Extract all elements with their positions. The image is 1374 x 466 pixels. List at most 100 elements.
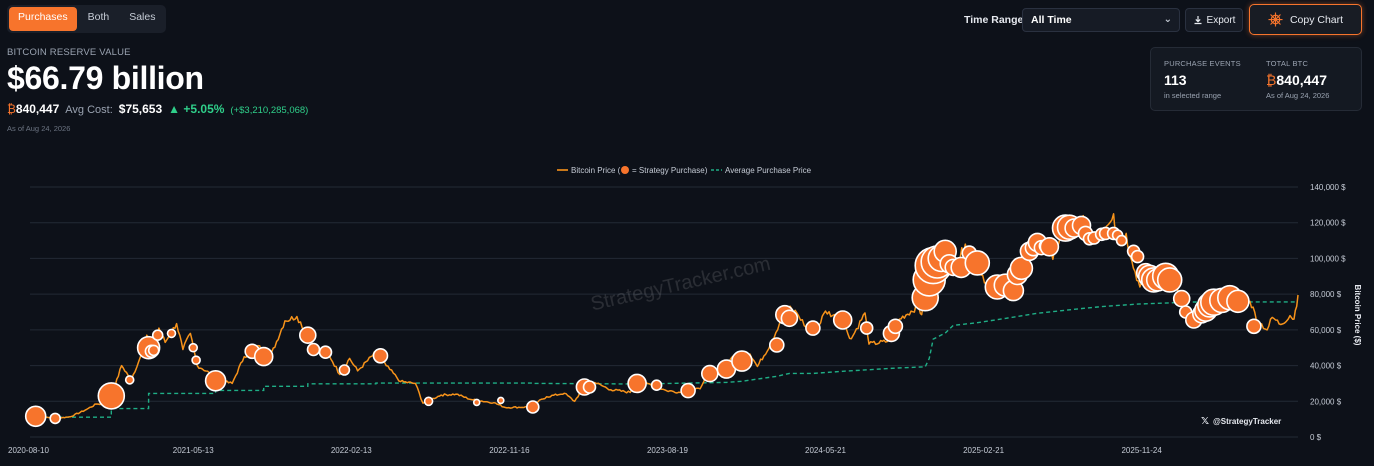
view-toggle: Purchases Both Sales <box>7 5 167 33</box>
purchase-marker <box>1009 256 1034 281</box>
y-tick-label: 40,000 $ <box>1310 362 1342 371</box>
x-tick-label: 2021-05-13 <box>173 446 214 455</box>
purchases-tab[interactable]: Purchases <box>9 7 77 31</box>
purchase-marker <box>768 337 785 353</box>
y-tick-label: 60,000 $ <box>1310 326 1342 335</box>
purchase-marker <box>887 318 904 335</box>
avg-purchase-line <box>30 301 1299 418</box>
btc-holdings: ₿840,447 <box>7 102 59 116</box>
purchase-marker <box>97 382 126 410</box>
purchase-marker <box>832 310 853 330</box>
purchase-legend-dot <box>621 166 629 174</box>
bitcoin-price-chart: Bitcoin Price ( = Strategy Purchase) Ave… <box>8 166 1362 455</box>
purchase-events-stat: PURCHASE EVENTS 113 in selected range <box>1164 59 1241 100</box>
copy-chart-button[interactable]: Copy Chart <box>1249 4 1362 35</box>
ship-wheel-icon <box>1268 12 1283 27</box>
purchase-marker <box>191 355 201 365</box>
y-axis: 0 $ 20,000 $ 40,000 $ 60,000 $ 80,000 $ 100,0… <box>1310 183 1346 442</box>
x-axis: 2020-08-10 2021-05-13 2022-02-13 2022-11-16… <box>8 446 1162 455</box>
watermark: StrategyTracker.com <box>589 253 773 316</box>
purchase-marker <box>1039 237 1060 257</box>
purchase-marker <box>24 405 47 428</box>
x-tick-label: 2023-08-19 <box>647 446 688 455</box>
y-axis-label: Bitcoin Price ($) <box>1353 285 1362 346</box>
purchase-marker <box>1115 234 1128 247</box>
total-btc-amount: 840,447 <box>1276 72 1327 88</box>
purchase-marker <box>1156 267 1183 293</box>
x-tick-label: 2020-08-10 <box>8 446 49 455</box>
sales-tab[interactable]: Sales <box>129 11 156 23</box>
export-button[interactable]: Export <box>1185 8 1243 32</box>
reserve-value: $66.79 billion <box>7 60 204 96</box>
total-btc-label: TOTAL BTC <box>1266 59 1309 68</box>
purchase-events-value: 113 <box>1164 72 1187 88</box>
avg-cost-label: Avg Cost: <box>65 104 113 116</box>
x-handle: 𝕏 @StrategyTracker <box>1201 416 1281 427</box>
x-tick-label: 2022-11-16 <box>489 446 530 455</box>
total-btc-symbol: ₿ <box>1266 72 1277 88</box>
purchase-events-sub: in selected range <box>1164 91 1222 100</box>
purchase-marker <box>805 320 821 336</box>
purchase-marker <box>859 321 874 335</box>
purchase-marker <box>525 400 540 414</box>
y-tick-label: 100,000 $ <box>1310 254 1346 263</box>
avg-cost-value: $75,653 <box>118 102 163 116</box>
y-tick-label: 0 $ <box>1310 433 1322 442</box>
price-legend-label: Bitcoin Price ( <box>571 166 621 175</box>
purchase-marker <box>964 250 991 276</box>
y-tick-label: 80,000 $ <box>1310 290 1342 299</box>
y-tick-label: 20,000 $ <box>1310 397 1342 406</box>
purchase-marker <box>1246 318 1262 335</box>
copy-chart-label: Copy Chart <box>1289 13 1344 26</box>
y-tick-label: 120,000 $ <box>1310 219 1346 228</box>
btc-symbol: ₿ <box>7 102 16 116</box>
time-range-select[interactable]: All Time ⌄ <box>1022 8 1180 32</box>
download-icon <box>1194 16 1202 25</box>
purchase-marker <box>1130 249 1145 264</box>
purchase-marker <box>188 342 198 353</box>
purchase-marker <box>147 344 160 357</box>
reserve-label: BITCOIN RESERVE VALUE <box>7 47 131 58</box>
purchase-marker <box>423 396 434 407</box>
purchase-marker <box>49 412 62 425</box>
purchase-marker <box>496 396 505 405</box>
purchase-marker <box>731 350 753 372</box>
time-range-label: Time Range: <box>964 14 1027 26</box>
purchase-marker <box>151 329 164 341</box>
chart-legend: Bitcoin Price ( = Strategy Purchase) Ave… <box>557 166 812 175</box>
purchase-marker <box>338 364 351 376</box>
chevron-down-icon: ⌄ <box>1163 14 1172 25</box>
purchase-marker <box>372 348 389 364</box>
purchase-events-label: PURCHASE EVENTS <box>1164 59 1241 68</box>
change-percent: ▲ +5.05% <box>168 102 225 116</box>
change-absolute: (+$3,210,285,068) <box>230 105 309 116</box>
purchase-markers <box>24 214 1262 428</box>
x-tick-label: 2024-05-21 <box>805 446 846 455</box>
purchase-marker <box>204 370 227 392</box>
as-of-date: As of Aug 24, 2026 <box>7 124 71 133</box>
purchase-marker <box>124 375 135 385</box>
handle-label: @StrategyTracker <box>1213 417 1281 426</box>
x-tick-label: 2025-02-21 <box>963 446 1004 455</box>
time-range-value: All Time <box>1031 14 1072 26</box>
reserve-details: ₿840,447 Avg Cost: $75,653 ▲ +5.05% (+$3… <box>7 102 308 116</box>
purchase-marker <box>627 373 647 394</box>
btc-amount: 840,447 <box>15 102 60 116</box>
both-tab[interactable]: Both <box>87 11 110 23</box>
total-btc-stat: TOTAL BTC ₿840,447 As of Aug 24, 2026 <box>1266 59 1329 100</box>
purchase-marker <box>166 328 177 339</box>
purchase-marker <box>1226 289 1250 314</box>
y-tick-label: 140,000 $ <box>1310 183 1346 192</box>
purchase-legend-label: = Strategy Purchase) <box>632 166 708 175</box>
purchase-marker <box>306 342 321 357</box>
purchase-marker <box>253 346 274 367</box>
purchase-marker <box>582 380 597 394</box>
total-btc-value: ₿840,447 <box>1266 72 1329 88</box>
purchase-marker <box>780 309 799 328</box>
purchase-marker <box>318 345 333 359</box>
export-label: Export <box>1206 14 1236 26</box>
purchase-marker <box>680 382 696 399</box>
x-tick-label: 2022-02-13 <box>331 446 372 455</box>
x-tick-label: 2025-11-24 <box>1121 446 1162 455</box>
x-logo-icon: 𝕏 <box>1201 416 1209 427</box>
